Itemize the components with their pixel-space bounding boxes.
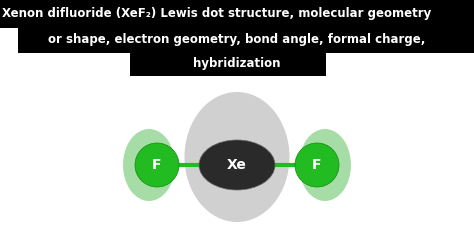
Text: Xe: Xe bbox=[227, 158, 247, 172]
Ellipse shape bbox=[199, 140, 275, 190]
Text: Xenon difluoride (XeF₂) Lewis dot structure, molecular geometry: Xenon difluoride (XeF₂) Lewis dot struct… bbox=[2, 7, 431, 20]
FancyBboxPatch shape bbox=[18, 27, 474, 53]
Circle shape bbox=[295, 143, 339, 187]
Text: hybridization: hybridization bbox=[193, 57, 281, 71]
Text: or shape, electron geometry, bond angle, formal charge,: or shape, electron geometry, bond angle,… bbox=[48, 34, 426, 47]
Text: F: F bbox=[312, 158, 322, 172]
Ellipse shape bbox=[184, 92, 290, 222]
FancyBboxPatch shape bbox=[130, 52, 326, 76]
Circle shape bbox=[135, 143, 179, 187]
Ellipse shape bbox=[123, 129, 175, 201]
FancyBboxPatch shape bbox=[0, 0, 474, 28]
Ellipse shape bbox=[299, 129, 351, 201]
Text: F: F bbox=[152, 158, 162, 172]
